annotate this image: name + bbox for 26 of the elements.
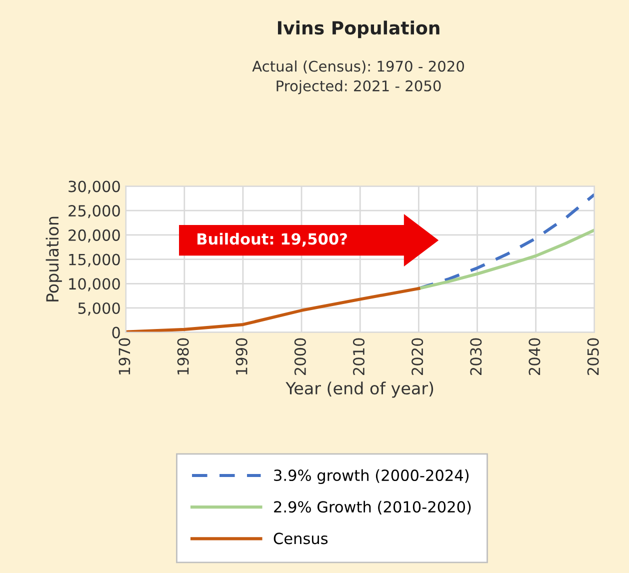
x-tick-label: 1970 — [118, 338, 130, 374]
y-axis-title: Population — [46, 216, 62, 302]
y-tick-label: 30,000 — [68, 180, 120, 194]
y-tick-label: 10,000 — [69, 278, 120, 292]
chart-title: Ivins Population — [278, 20, 440, 38]
legend-label: Census — [274, 532, 328, 544]
line-series — [417, 228, 594, 290]
x-tick-label: 1990 — [236, 338, 248, 374]
y-tick-label: 15,000 — [69, 254, 120, 267]
y-tick-label: 0 — [112, 326, 120, 338]
x-tick-label: 1980 — [177, 338, 189, 374]
legend-label: 3.9% growth (2000-2024) — [274, 469, 469, 484]
x-tick-label: 2020 — [412, 338, 424, 375]
x-tick-label: 2010 — [352, 338, 365, 375]
y-tick-label: 25,000 — [68, 205, 120, 218]
x-tick-label: 2030 — [470, 338, 482, 375]
legend-label: 2.9% Growth (2010-2020) — [274, 500, 471, 514]
line-series — [126, 286, 420, 332]
x-tick-label: 2000 — [294, 338, 306, 375]
x-tick-label: 2050 — [587, 338, 599, 375]
chart-subtitle: Actual (Census): 1970 - 2020 Projected: 2021 - 2050 — [252, 60, 464, 94]
annotation: Buildout: 19,500? — [197, 232, 347, 247]
x-axis-title: Year (end of year) — [286, 382, 434, 398]
y-tick-label: 20,000 — [68, 229, 120, 243]
y-tick-label: 5,000 — [78, 302, 120, 316]
x-tick-label: 2040 — [528, 338, 540, 375]
